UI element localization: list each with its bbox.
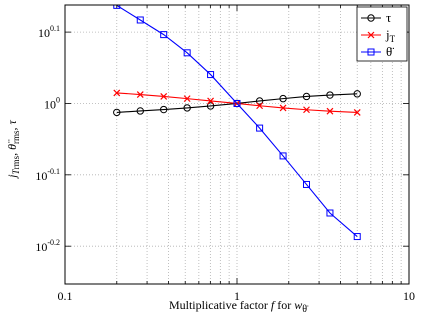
data-point: [136, 16, 144, 24]
marker-stroke: [113, 89, 121, 97]
legend-swatch-marker: [367, 48, 375, 56]
data-point: [256, 124, 264, 132]
y-axis-label-theta-sub: rms: [11, 130, 21, 144]
legend-item: jT: [361, 27, 396, 44]
y-axis-label-sep: ,: [5, 150, 19, 156]
legend-label: θ̈: [386, 44, 394, 59]
legend-box: [356, 6, 408, 62]
data-point: [136, 91, 144, 98]
marker-stroke: [279, 104, 287, 112]
data-point: [353, 233, 361, 241]
data-point: [279, 94, 287, 103]
y-tick-label: 10-0.2: [35, 238, 60, 254]
data-point: [160, 93, 168, 100]
marker-stroke: [136, 91, 144, 98]
data-point: [160, 31, 168, 39]
y-tick-label: 100: [44, 95, 60, 111]
data-point: [353, 108, 361, 116]
data-point: [326, 107, 334, 115]
legend-label: jT: [385, 27, 396, 44]
data-point: [207, 71, 215, 79]
marker-stroke: [256, 102, 264, 110]
y-axis-label-j: j: [5, 174, 19, 180]
marker-stroke: [207, 97, 215, 105]
data-point: [207, 97, 215, 105]
y-axis-label-tau: τ: [5, 120, 19, 125]
marker-stroke: [326, 107, 334, 115]
data-point: [183, 104, 191, 112]
svg-text:Multiplicative factor f for wθ: Multiplicative factor f for wθ̈: [169, 298, 309, 315]
x-tick-label: 0.1: [58, 289, 73, 303]
y-axis-label-rms: rms: [11, 155, 21, 169]
data-point: [113, 108, 121, 117]
x-axis-label: Multiplicative factor f for wθ̈: [169, 298, 309, 315]
data-point: [136, 107, 144, 115]
x-axis-label-w: w: [294, 298, 302, 312]
data-point: [113, 89, 121, 97]
x-tick-label: 1: [234, 289, 240, 303]
legend-swatch-marker: [367, 31, 375, 39]
x-axis-label-f: f: [271, 298, 276, 312]
data-point: [206, 102, 215, 110]
y-tick-label: 10-0.1: [35, 167, 60, 183]
data-point: [159, 105, 168, 114]
marker-stroke: [160, 93, 168, 100]
y-axis-label-sep2: ,: [5, 125, 19, 131]
y-tick-label: 100.1: [38, 24, 60, 40]
data-point: [302, 92, 311, 101]
series-3: [113, 5, 361, 241]
x-tick-label: 10: [403, 289, 415, 303]
series-2: [113, 89, 361, 116]
marker-stroke: [303, 106, 310, 114]
data-point: [303, 106, 310, 114]
x-axis-label-main: Multiplicative factor: [169, 298, 271, 312]
ticks: 0.1 1 10 10-0.2 10-0.1 100 100.1: [35, 5, 415, 303]
data-point: [183, 95, 191, 103]
data-point: [183, 49, 191, 57]
x-axis-label-rest: for: [274, 298, 294, 312]
series-line: [116, 5, 358, 237]
legend-swatch-marker: [367, 14, 375, 22]
y-axis-label: jTrms, θ̈rms, τ: [5, 120, 21, 180]
data-point: [279, 152, 287, 160]
data-point: [326, 209, 334, 217]
data-point: [303, 180, 311, 188]
marker-stroke: [183, 95, 191, 103]
data-point: [233, 99, 241, 107]
x-axis-label-sub: θ̈: [302, 304, 309, 315]
series-layer: [113, 5, 361, 241]
data-point: [255, 97, 264, 105]
legend: τ jTθ̈: [356, 6, 408, 62]
data-point: [256, 102, 264, 110]
legend-item: θ̈: [361, 44, 394, 59]
y-axis-label-j-sub: T: [11, 168, 21, 174]
svg-text:jTrms, θ̈rms, τ: jTrms, θ̈rms, τ: [5, 120, 21, 180]
data-point: [326, 91, 334, 99]
marker-stroke: [367, 31, 375, 39]
legend-item: τ: [361, 10, 391, 25]
data-point: [279, 104, 287, 112]
data-point: [353, 90, 361, 98]
legend-label: τ: [386, 10, 391, 25]
marker-stroke: [353, 108, 361, 116]
y-axis-label-theta: θ̈: [5, 139, 19, 150]
